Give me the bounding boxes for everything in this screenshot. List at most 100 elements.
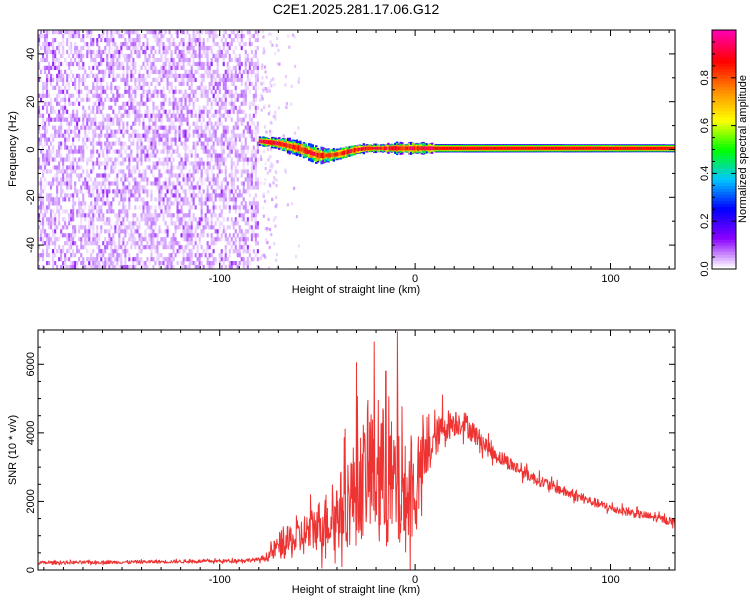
signal-track-cell — [271, 140, 274, 145]
spectrogram-cell — [194, 38, 197, 43]
spectrogram-cell — [156, 81, 159, 86]
spectrogram-cell — [106, 241, 109, 246]
spectrogram-cell — [40, 189, 43, 194]
spectrogram-cell — [106, 177, 109, 182]
signal-track-cell — [610, 146, 613, 150]
spectrogram-cell — [154, 133, 157, 138]
spectrogram-cell — [208, 261, 211, 266]
spectrogram-cell — [146, 45, 149, 51]
spectrogram-cell — [228, 69, 231, 74]
spectrogram-cell — [170, 265, 173, 269]
spectrogram-cell — [252, 97, 255, 102]
spectrogram-cell — [110, 30, 113, 35]
spectrogram-cell — [186, 257, 189, 262]
spectrogram-cell — [68, 241, 71, 246]
spectrogram-cell — [46, 38, 49, 43]
spectrogram-cell — [230, 173, 233, 178]
spectrogram-cell — [188, 213, 191, 218]
spectrogram-cell — [154, 213, 157, 218]
spectrogram-cell — [40, 97, 43, 102]
spectrogram-cell — [112, 233, 115, 238]
spectrogram-cell — [62, 197, 65, 202]
spectrogram-cell — [210, 221, 213, 226]
spectrogram-cell — [102, 49, 105, 55]
spectrogram-cell — [124, 141, 127, 146]
spectrogram-cell — [188, 241, 191, 246]
spectrogram-cell — [92, 73, 95, 78]
signal-track-cell — [582, 146, 585, 150]
signal-track-cell — [554, 146, 557, 150]
spectrogram-cell — [46, 157, 49, 162]
spectrogram-cell — [244, 89, 247, 94]
spectrogram-cell — [136, 129, 139, 134]
spectrogram-cell — [230, 145, 233, 150]
spectrogram-cell — [194, 42, 197, 47]
spectrogram-cell — [62, 245, 65, 250]
spectrogram-cell — [134, 65, 137, 70]
spectrogram-cell — [250, 177, 253, 182]
spectrogram-cell — [186, 197, 189, 202]
spectrogram-cell — [250, 157, 253, 162]
spectrogram-cell — [236, 261, 239, 266]
spectrogram-cell — [218, 81, 221, 86]
spectrogram-cell — [50, 241, 53, 246]
spectrogram-cell — [62, 105, 65, 110]
spectrogram-cell — [118, 30, 121, 35]
spectrogram-cell — [152, 141, 155, 146]
spectrogram-cell — [48, 169, 51, 174]
spectrogram-cell — [134, 181, 137, 186]
spectrogram-cell — [40, 93, 43, 98]
spectrogram-cell — [234, 237, 237, 242]
spectrogram-cell — [40, 181, 43, 186]
spectrogram-cell — [88, 213, 91, 218]
spectrogram-cell — [66, 81, 69, 86]
spectrogram-cell — [174, 30, 177, 35]
spectrogram-cell — [96, 81, 99, 86]
spectrogram-cell — [230, 141, 233, 146]
spectrogram-cell — [290, 84, 293, 88]
spectrogram-cell — [86, 49, 89, 55]
spectrogram-cell — [96, 197, 99, 202]
spectrogram-cell — [80, 241, 83, 246]
spectrogram-cell — [44, 169, 47, 174]
spectrogram-cell — [100, 49, 103, 55]
spectrogram-cell — [198, 217, 201, 222]
spectrogram-cell — [156, 197, 159, 202]
spectrogram-cell — [234, 53, 237, 59]
spectrogram-cell — [212, 141, 215, 146]
spectrogram-cell — [174, 97, 177, 102]
spectrogram-cell — [144, 229, 147, 234]
spectrogram-cell — [134, 93, 137, 98]
spectrogram-cell — [162, 101, 165, 106]
spectrogram-cell — [44, 133, 47, 138]
spectrogram-cell — [86, 97, 89, 102]
spectrogram-cell — [94, 57, 97, 63]
signal-track-cell — [561, 146, 564, 150]
spectrogram-cell — [164, 241, 167, 246]
spectrogram-cell — [186, 265, 189, 269]
spectrogram-cell — [210, 113, 213, 118]
spectrogram-cell — [46, 42, 49, 47]
spectrogram-cell — [98, 237, 101, 242]
spectrogram-cell — [266, 227, 269, 231]
spectrogram-cell — [56, 81, 59, 86]
colorbar-segment — [712, 212, 736, 216]
spectrogram-cell — [168, 69, 171, 74]
spectrogram-cell — [116, 221, 119, 226]
spectrogram-cell — [44, 42, 47, 47]
spectrogram-cell — [240, 169, 243, 174]
colorbar-gradient — [712, 30, 736, 270]
spectrogram-cell — [242, 161, 245, 166]
spectrogram-cell — [66, 157, 69, 162]
spectrogram-cell — [50, 181, 53, 186]
spectrogram-cell — [228, 189, 231, 194]
spectrogram-cell — [192, 165, 195, 170]
spectrogram-cell — [236, 205, 239, 210]
spectrogram-cell — [54, 221, 57, 226]
spectrogram-cell — [228, 225, 231, 230]
spectrogram-cell — [116, 73, 119, 78]
spectrogram-cell — [198, 157, 201, 162]
spectrogram-cell — [192, 197, 195, 202]
spectrogram-cell — [62, 165, 65, 170]
spectrogram-cell — [60, 253, 63, 258]
